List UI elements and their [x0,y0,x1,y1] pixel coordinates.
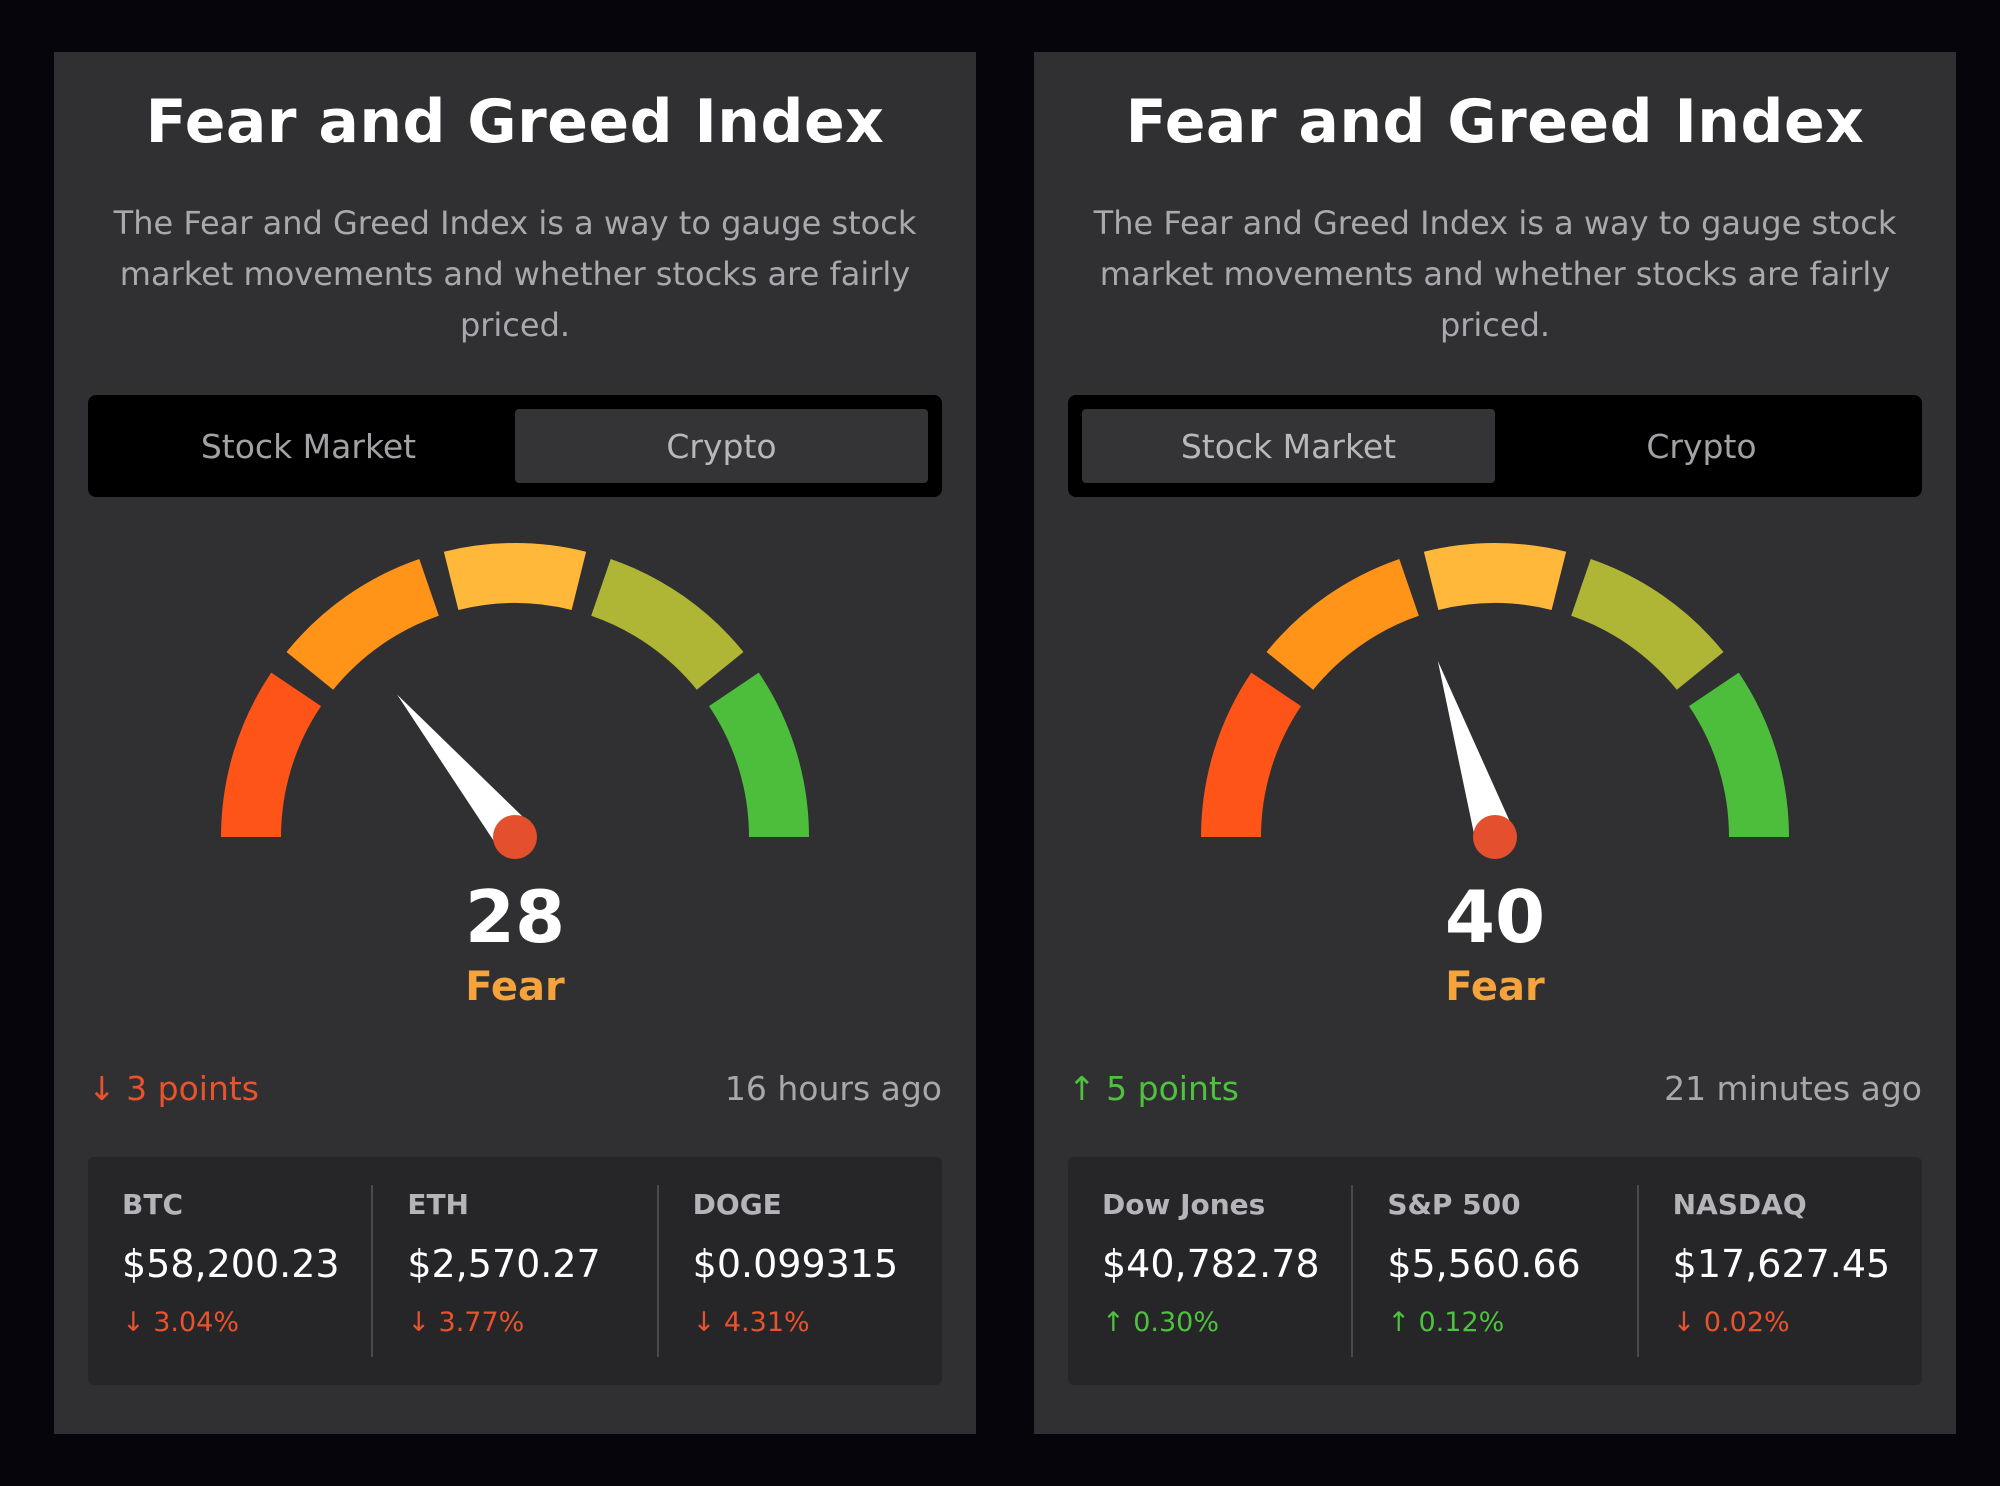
gauge-segment-greed [1570,559,1724,691]
points-change: ↓ 3 points [88,1067,259,1111]
card-description: The Fear and Greed Index is a way to gau… [113,204,917,344]
arrow-down-icon: ↓ [692,1307,716,1338]
points-change-text: 5 points [1106,1069,1239,1108]
ticker-change-value: 3.77% [438,1307,525,1338]
tab-stock-market[interactable]: Stock Market [200,426,417,466]
ticker-name: DOGE [692,1188,782,1221]
tab-crypto[interactable]: Crypto [515,409,928,483]
tab-stock-market[interactable]: Stock Market [1082,409,1495,483]
gauge-needle-hub [493,815,537,859]
ticker-dow-jones: Dow Jones $40,782.78 ↑ 0.30% [1068,1185,1351,1357]
gauge-needle [1437,661,1515,844]
ticker-change-value: 4.31% [723,1307,810,1338]
gauge-segment-fear [1266,559,1420,691]
sentiment-label: Fear [465,964,565,1010]
tab-crypto[interactable]: Crypto [1646,426,1757,466]
ticker-change-value: 0.30% [1133,1307,1219,1338]
card-title: Fear and Greed Index [145,87,885,157]
ticker-eth: ETH $2,570.27 ↓ 3.77% [371,1185,656,1357]
ticker-change: ↓ 0.02% [1673,1303,1922,1343]
ticker-name: Dow Jones [1102,1188,1266,1221]
index-score: 28 [464,875,566,959]
ticker-price: $0.099315 [692,1242,899,1286]
ticker-nasdaq: NASDAQ $17,627.45 ↓ 0.02% [1636,1185,1922,1357]
gauge-segment-neutral [1423,543,1567,611]
arrow-down-icon: ↓ [1672,1307,1696,1338]
ticker-price: $40,782.78 [1102,1242,1320,1286]
ticker-price: $58,200.23 [122,1242,340,1286]
points-change: ↑ 5 points [1068,1067,1239,1111]
fear-greed-card-stock: Fear and Greed Index The Fear and Greed … [1034,52,1956,1434]
market-toggle: Stock Market Crypto [88,395,942,497]
gauge-segment-extreme-fear [221,672,322,838]
arrow-up-icon: ↑ [1068,1069,1096,1108]
ticker-price: $2,570.27 [407,1242,601,1286]
last-updated: 16 hours ago [724,1069,942,1108]
gauge-segment-fear [286,559,440,691]
index-score: 40 [1444,875,1546,959]
fear-greed-gauge [221,543,809,859]
arrow-down-icon: ↓ [407,1307,430,1338]
ticker-change-value: 0.12% [1418,1307,1505,1338]
ticker-change: ↑ 0.30% [1102,1303,1351,1343]
gauge-needle-hub [1473,815,1517,859]
arrow-up-icon: ↑ [1102,1307,1125,1338]
ticker-change-value: 0.02% [1703,1307,1790,1338]
ticker-btc: BTC $58,200.23 ↓ 3.04% [88,1185,371,1357]
ticker-change: ↓ 4.31% [693,1303,942,1343]
ticker-change-value: 3.04% [153,1307,239,1338]
ticker-change: ↓ 3.04% [122,1303,371,1343]
gauge-segment-greed [590,559,744,691]
gauge-segment-extreme-greed [708,672,809,838]
sentiment-label: Fear [1445,964,1545,1010]
ticker-price: $17,627.45 [1672,1242,1891,1286]
card-description: The Fear and Greed Index is a way to gau… [1093,204,1897,344]
ticker-panel: Dow Jones $40,782.78 ↑ 0.30% S&P 500 $5,… [1068,1157,1922,1385]
fear-greed-gauge [1201,543,1789,859]
points-change-text: 3 points [126,1069,259,1108]
arrow-down-icon: ↓ [88,1069,116,1108]
change-row: ↑ 5 points 21 minutes ago [1068,1067,1922,1111]
ticker-doge: DOGE $0.099315 ↓ 4.31% [656,1185,942,1357]
fear-greed-card-crypto: Fear and Greed Index The Fear and Greed … [54,52,976,1434]
gauge-segment-extreme-fear [1201,672,1302,838]
ticker-price: $5,560.66 [1387,1242,1581,1286]
last-updated: 21 minutes ago [1664,1069,1922,1108]
arrow-down-icon: ↓ [122,1307,145,1338]
ticker-name: NASDAQ [1672,1188,1807,1221]
market-toggle: Stock Market Crypto [1068,395,1922,497]
ticker-panel: BTC $58,200.23 ↓ 3.04% ETH $2,570.27 ↓ 3… [88,1157,942,1385]
change-row: ↓ 3 points 16 hours ago [88,1067,942,1111]
ticker-sp500: S&P 500 $5,560.66 ↑ 0.12% [1351,1185,1636,1357]
gauge-segment-neutral [443,543,587,611]
ticker-name: BTC [122,1188,183,1221]
ticker-name: S&P 500 [1387,1188,1521,1221]
ticker-change: ↑ 0.12% [1387,1303,1636,1343]
ticker-change: ↓ 3.77% [407,1303,656,1343]
arrow-up-icon: ↑ [1387,1307,1410,1338]
card-title: Fear and Greed Index [1125,87,1865,157]
gauge-needle [397,694,531,850]
gauge-segment-extreme-greed [1688,672,1789,838]
ticker-name: ETH [407,1188,469,1221]
